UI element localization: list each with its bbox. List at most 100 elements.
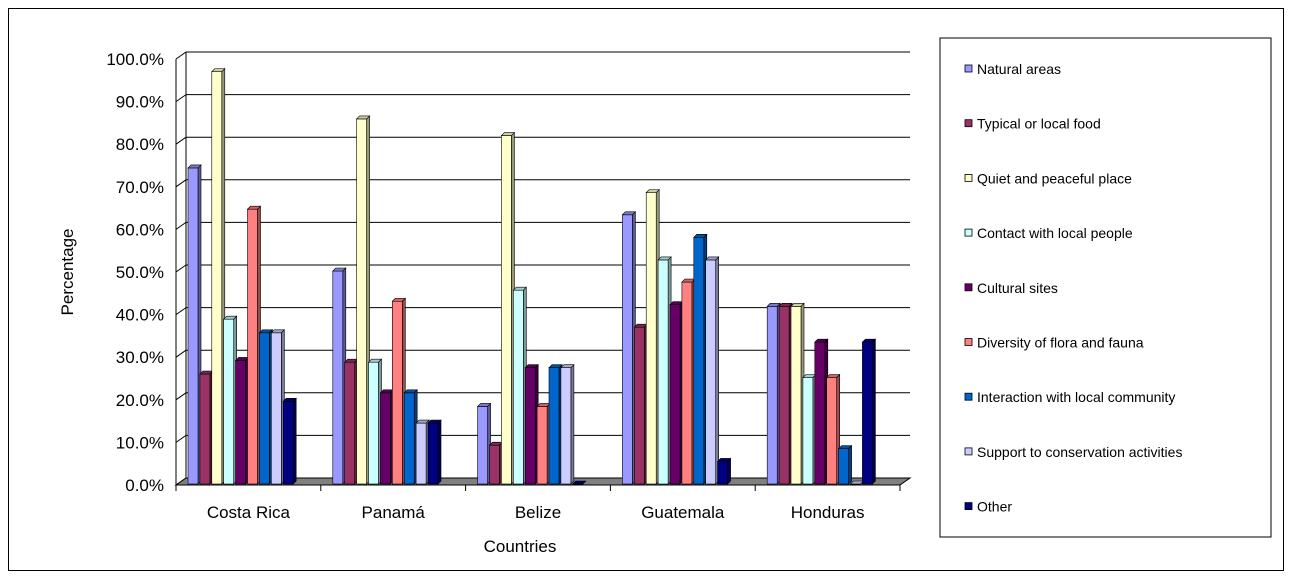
bar [633,323,649,485]
bar [512,286,528,485]
category-label: Costa Rica [207,503,291,522]
bar [524,363,539,485]
y-tick-label: 60.0% [116,220,164,239]
bar [282,397,297,485]
legend-item: Other [964,499,1012,515]
category-labels: Costa Rica Panamá Belize Guatemala Honduras [207,503,865,522]
category-label: Panamá [362,503,426,522]
category-label: Guatemala [641,503,725,522]
bar [211,67,226,485]
legend-label: Other [977,499,1012,515]
bar [343,358,359,485]
y-tick-label: 80.0% [116,135,164,154]
bar [332,267,347,485]
legend-swatch [964,119,973,128]
bar [234,356,250,485]
bar [548,363,563,485]
bar [861,338,877,485]
y-tick-label: 70.0% [116,178,164,197]
bar [536,402,551,485]
legend: Natural areas Typical or local food Quiet … [939,37,1272,538]
legend-item: Quiet and peaceful place [964,170,1132,186]
bar [837,444,853,485]
legend-swatch [964,502,973,511]
legend-swatch [964,173,973,182]
legend-item: Interaction with local community [964,389,1175,405]
bar [391,297,407,485]
bar [572,480,587,485]
bars [187,67,877,485]
bar [415,419,430,485]
bar [367,358,383,485]
bar [716,457,732,485]
legend-box [939,37,1272,538]
y-tick-label: 10.0% [116,433,164,452]
bar [199,370,214,485]
bar [222,315,238,485]
bar [258,329,274,485]
y-tick-label: 30.0% [116,348,164,367]
bar [476,402,492,485]
bar [488,441,504,485]
legend-label: Quiet and peaceful place [977,170,1132,186]
bar [379,389,395,485]
category-label: Belize [515,503,561,522]
gridline-side [175,392,187,401]
gridline-side [175,94,187,103]
bar [560,363,575,485]
gridline-side [175,307,187,316]
gridline-side [175,136,187,145]
bar [645,188,660,485]
legend-item: Support to conservation activities [964,444,1182,460]
legend-swatch [964,64,973,73]
bar [657,256,672,485]
gridline-side [175,51,187,60]
bar [246,205,262,485]
bar [403,389,418,485]
legend-label: Interaction with local community [977,389,1175,405]
legend-label: Contact with local people [977,225,1133,241]
legend-label: Cultural sites [977,280,1058,296]
gridline-side [175,179,187,188]
y-axis-title: Percentage [58,229,77,316]
bar [704,256,720,485]
legend-label: Natural areas [977,61,1061,77]
legend-swatch [964,283,973,292]
y-tick-label: 50.0% [116,263,164,282]
y-tick-label: 90.0% [116,93,164,112]
bar [802,373,817,485]
gridline-side [175,221,187,230]
legend-swatch [964,392,973,401]
bar [270,329,286,485]
legend-swatch [964,447,973,456]
y-tick-label: 100.0% [106,50,164,69]
legend-swatch [964,228,973,237]
bar [355,115,371,485]
legend-label: Support to conservation activities [977,444,1182,460]
gridline-side [175,434,187,443]
bar [849,480,865,485]
category-label: Honduras [791,503,865,522]
gridline-side [175,349,187,358]
bar [766,302,781,485]
legend-item: Diversity of flora and fauna [964,335,1144,351]
gridline-side [175,264,187,273]
y-tick-label: 0.0% [125,476,164,495]
bar [778,302,793,485]
bar [621,211,637,485]
legend-item: Cultural sites [964,280,1058,296]
legend-item: Contact with local people [964,225,1133,241]
y-tick-label: 40.0% [116,306,164,325]
bar [814,338,829,485]
legend-swatch [964,338,973,346]
y-tick-labels: 0.0% 10.0% 20.0% 30.0% 40.0% 50.0% 60.0% 70.0% 8… [106,50,164,495]
bar [825,373,841,485]
y-tick-label: 20.0% [116,391,164,410]
bar [693,233,708,485]
legend-item: Natural areas [964,61,1061,77]
bar [500,131,516,485]
legend-label: Diversity of flora and fauna [977,335,1144,351]
legend-item: Typical or local food [964,116,1101,132]
bar [427,419,442,485]
